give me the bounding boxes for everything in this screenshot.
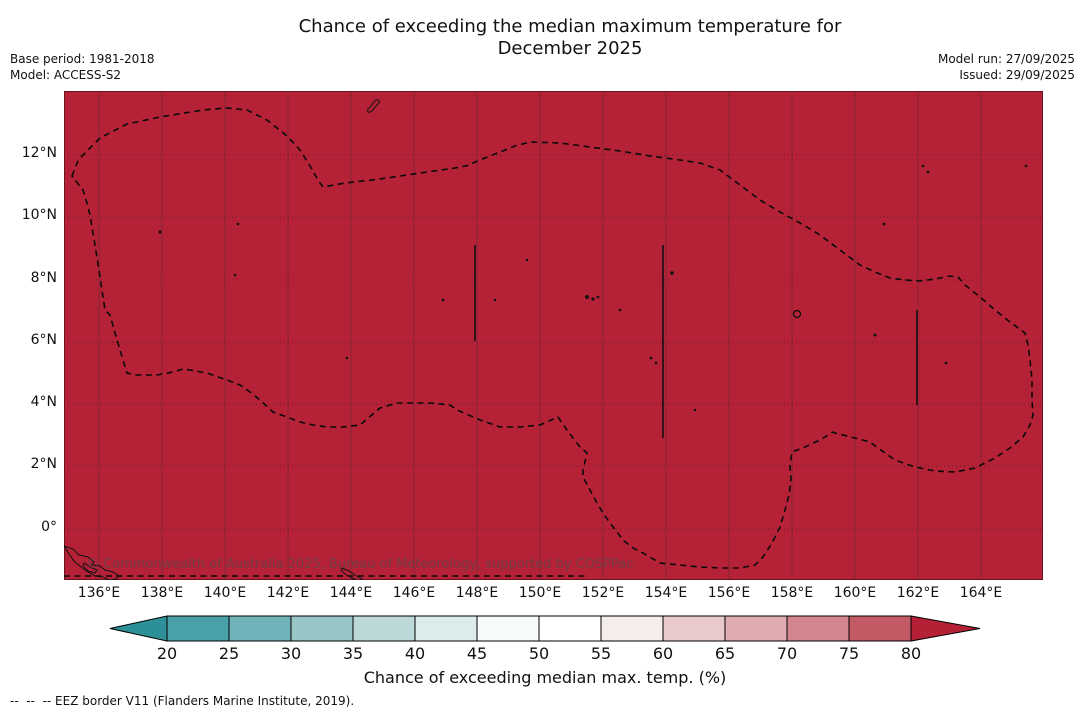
model-label: Model: ACCESS-S2 (10, 68, 122, 82)
eez-border-island-ring (792, 309, 802, 319)
x-tick-136e: 136°E (77, 585, 121, 601)
y-tick-10n: 10°N (21, 207, 57, 223)
y-tick-4n: 4°N (30, 394, 57, 410)
page-title-line1: Chance of exceeding the median maximum t… (298, 16, 842, 37)
new-ireland-coastline (340, 567, 363, 580)
x-tick-142e: 142°E (266, 585, 310, 601)
model-run-label: Model run: 27/09/2025 (937, 52, 1075, 66)
cb-tick-50: 50 (528, 644, 550, 663)
x-tick-162e: 162°E (896, 585, 940, 601)
page-title-line2: December 2025 (497, 38, 643, 59)
y-tick-2n: 2°N (30, 456, 57, 472)
colorbar-label: Chance of exceeding median max. temp. (%… (363, 668, 727, 687)
cb-tick-40: 40 (404, 644, 426, 663)
y-tick-12n: 12°N (21, 145, 57, 161)
colorbar-right-arrow (910, 615, 981, 642)
colorbar-seg-45-50 (476, 615, 540, 642)
guam-coastline (367, 99, 380, 113)
x-tick-164e: 164°E (959, 585, 1003, 601)
x-tick-150e: 150°E (518, 585, 562, 601)
colorbar-seg-65-70 (724, 615, 788, 642)
colorbar-seg-20-25 (166, 615, 230, 642)
colorbar-seg-55-60 (600, 615, 664, 642)
colorbar-seg-50-55 (538, 615, 602, 642)
cb-tick-70: 70 (776, 644, 798, 663)
colorbar-left-arrow (109, 615, 168, 642)
issued-label: Issued: 29/09/2025 (959, 68, 1075, 82)
reef-lines (474, 245, 918, 438)
y-tick-6n: 6°N (30, 332, 57, 348)
y-tick-0: 0° (41, 519, 57, 535)
colorbar-seg-25-30 (228, 615, 292, 642)
island-dots (158, 164, 1028, 412)
x-tick-140e: 140°E (203, 585, 247, 601)
x-tick-148e: 148°E (455, 585, 499, 601)
map-ocean-fill (64, 91, 1043, 580)
eez-border-path (71, 107, 1034, 569)
colorbar-seg-30-35 (290, 615, 354, 642)
cb-tick-35: 35 (342, 644, 364, 663)
cb-tick-55: 55 (590, 644, 612, 663)
colorbar (109, 615, 981, 642)
x-tick-156e: 156°E (707, 585, 751, 601)
cb-tick-60: 60 (652, 644, 674, 663)
x-tick-146e: 146°E (392, 585, 436, 601)
colorbar-seg-75-80 (848, 615, 912, 642)
cb-tick-65: 65 (714, 644, 736, 663)
x-tick-160e: 160°E (833, 585, 877, 601)
colorbar-seg-40-45 (414, 615, 478, 642)
x-tick-154e: 154°E (644, 585, 688, 601)
cb-tick-45: 45 (466, 644, 488, 663)
map-canvas (64, 91, 1043, 580)
colorbar-seg-35-40 (352, 615, 416, 642)
longitude-gridlines (98, 91, 982, 580)
y-tick-8n: 8°N (30, 270, 57, 286)
cb-tick-75: 75 (838, 644, 860, 663)
copyright-watermark: © Commonwealth of Australia 2025, Bureau… (86, 557, 634, 572)
colorbar-seg-70-75 (786, 615, 850, 642)
cb-tick-30: 30 (280, 644, 302, 663)
eez-legend-note: -- -- -- EEZ border V11 (Flanders Marine… (10, 694, 355, 708)
cb-tick-80: 80 (900, 644, 922, 663)
x-tick-138e: 138°E (140, 585, 184, 601)
x-tick-144e: 144°E (329, 585, 373, 601)
base-period-label: Base period: 1981-2018 (10, 52, 155, 66)
colorbar-seg-60-65 (662, 615, 726, 642)
x-tick-152e: 152°E (581, 585, 625, 601)
new-guinea-coastline (64, 545, 120, 580)
cb-tick-25: 25 (218, 644, 240, 663)
cb-tick-20: 20 (156, 644, 178, 663)
x-tick-158e: 158°E (770, 585, 814, 601)
